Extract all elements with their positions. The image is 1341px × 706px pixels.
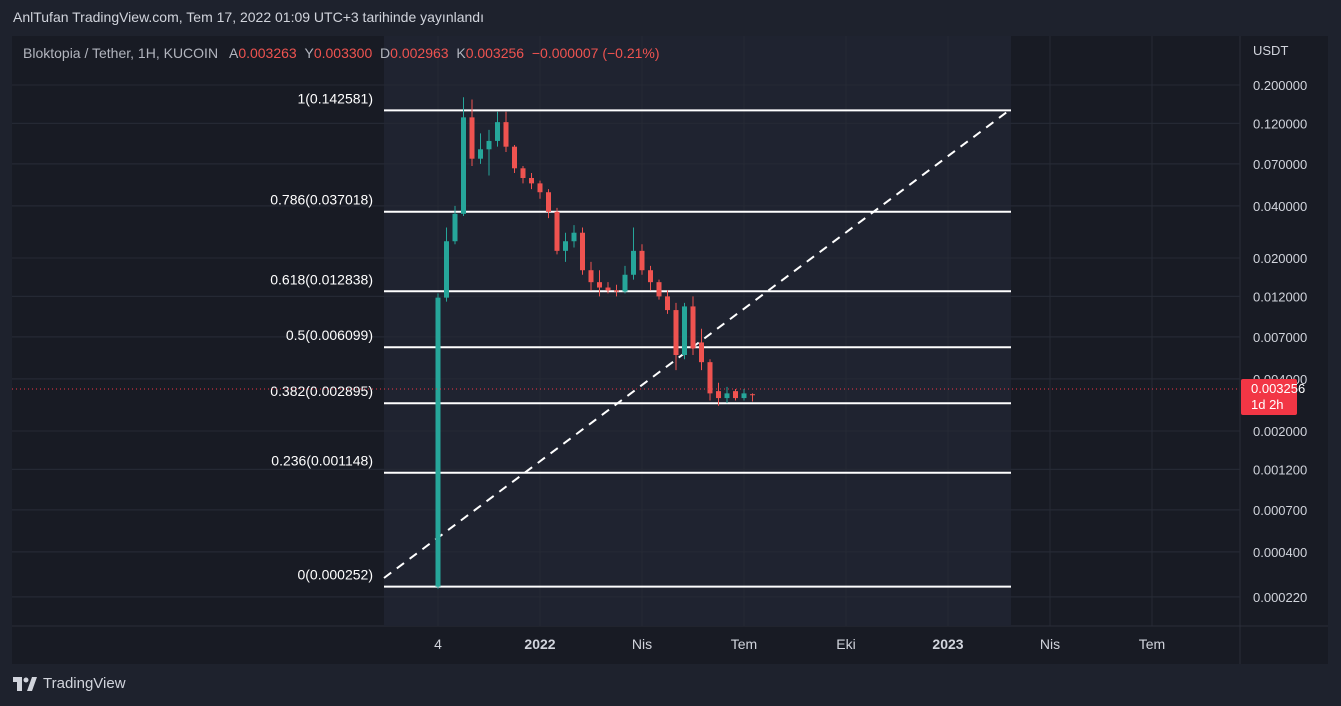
- candle-body: [648, 270, 653, 283]
- candle-body: [478, 149, 483, 159]
- low-label: D: [380, 45, 391, 61]
- candle-body: [605, 287, 611, 291]
- candle-body: [733, 391, 738, 399]
- time-tick-label: 2023: [932, 636, 963, 652]
- price-tick-label: 0.000700: [1253, 503, 1307, 518]
- candle-body: [529, 178, 534, 184]
- trend-line: [383, 108, 1012, 579]
- low-value: 0.002963: [390, 45, 449, 61]
- bar-countdown: 1d 2h: [1251, 397, 1284, 412]
- candle-body: [435, 297, 441, 587]
- candle-body: [469, 117, 475, 159]
- price-unit: USDT: [1253, 43, 1289, 58]
- open-value: 0.003263: [238, 45, 297, 61]
- high-label: Y: [304, 45, 314, 61]
- change-value: −0.000007 (−0.21%): [531, 45, 660, 61]
- price-tick-label: 0.200000: [1253, 78, 1307, 93]
- candle-body: [546, 192, 551, 212]
- candle-body: [741, 393, 747, 399]
- time-tick-label: Tem: [731, 636, 757, 652]
- price-axis: 0.200000 0.120000 0.070000 0.040000 0.020000…: [1253, 78, 1307, 605]
- candle-body: [707, 362, 713, 394]
- footer: TradingView: [13, 675, 126, 692]
- close-label: K: [456, 45, 466, 61]
- candle-body: [554, 211, 560, 251]
- time-tick-label: Tem: [1139, 636, 1165, 652]
- price-tick-label: 0.000400: [1253, 545, 1307, 560]
- price-tick-label: 0.120000: [1253, 116, 1307, 131]
- time-tick-label: Eki: [836, 636, 855, 652]
- time-tick-label: 4: [434, 636, 442, 652]
- fib-level-label: 0.382(0.002895): [270, 383, 373, 399]
- candle-body: [486, 140, 492, 150]
- price-tick-label: 0.007000: [1253, 330, 1307, 345]
- candle-body: [597, 282, 602, 288]
- price-tick-label: 0.020000: [1253, 251, 1307, 266]
- fib-level-label: 0.236(0.001148): [271, 453, 373, 469]
- time-axis: 4 2022 Nis Tem Eki 2023 Nis Tem: [434, 636, 1165, 652]
- candle-body: [724, 393, 730, 399]
- candle-body: [571, 232, 577, 242]
- candle-body: [580, 232, 585, 271]
- candle-body: [699, 342, 704, 363]
- candle-body: [750, 394, 755, 396]
- price-tick-label: 0.070000: [1253, 157, 1307, 172]
- candle-body: [537, 183, 543, 193]
- price-tick-label: 0.001200: [1253, 462, 1307, 477]
- candle-body: [614, 290, 619, 292]
- price-tick-label: 0.012000: [1253, 289, 1307, 304]
- fib-level-label: 0.618(0.012838): [270, 271, 373, 287]
- fib-level-label: 0(0.000252): [297, 567, 373, 583]
- candle-body: [503, 122, 509, 147]
- time-tick-label: Nis: [1040, 636, 1060, 652]
- symbol-title[interactable]: Bloktopia / Tether, 1H, KUCOIN: [23, 45, 219, 61]
- highlight-range: [384, 36, 1011, 626]
- candle-body: [716, 391, 721, 399]
- time-tick-label: 2022: [524, 636, 555, 652]
- candle-body: [639, 250, 645, 271]
- candle-body: [631, 250, 636, 275]
- publish-info: AnlTufan TradingView.com, Tem 17, 2022 0…: [13, 9, 484, 25]
- fib-level-label: 0.786(0.037018): [270, 192, 373, 208]
- candle-body: [665, 296, 670, 311]
- high-value: 0.003300: [313, 45, 373, 61]
- candle-body: [444, 241, 449, 298]
- candle-body: [461, 117, 466, 214]
- fib-level-label: 0.5(0.006099): [286, 327, 373, 343]
- current-price-badge: 0.003256 1d 2h: [1241, 379, 1306, 415]
- candle-body: [563, 241, 568, 251]
- open-label: A: [228, 45, 239, 61]
- candles: [435, 97, 755, 589]
- time-tick-label: Nis: [632, 636, 652, 652]
- candle-body: [673, 310, 679, 355]
- symbol-legend[interactable]: Bloktopia / Tether, 1H, KUCOIN A0.003263…: [23, 45, 660, 61]
- candle-body: [452, 213, 458, 242]
- price-tick-label: 0.002000: [1253, 424, 1307, 439]
- price-tick-label: 0.000220: [1253, 590, 1307, 605]
- candle-body: [656, 282, 662, 297]
- grid-lines-overlay: [12, 36, 1240, 626]
- candle-body: [588, 270, 594, 283]
- brand-label: TradingView: [43, 675, 126, 692]
- candle-body: [520, 168, 526, 179]
- candle-body: [512, 146, 517, 169]
- candle-body: [682, 306, 687, 355]
- candle-body: [622, 274, 628, 292]
- price-tick-label: 0.040000: [1253, 199, 1307, 214]
- fib-retracement: 1(0.142581) 0.786(0.037018) 0.618(0.012838…: [270, 90, 1011, 588]
- close-value: 0.003256: [465, 45, 525, 61]
- candle-body: [690, 306, 696, 349]
- candle-body: [495, 122, 500, 141]
- fib-level-label: 1(0.142581): [297, 90, 373, 106]
- current-price-value: 0.003256: [1251, 381, 1306, 396]
- tradingview-logo-icon: [13, 676, 37, 691]
